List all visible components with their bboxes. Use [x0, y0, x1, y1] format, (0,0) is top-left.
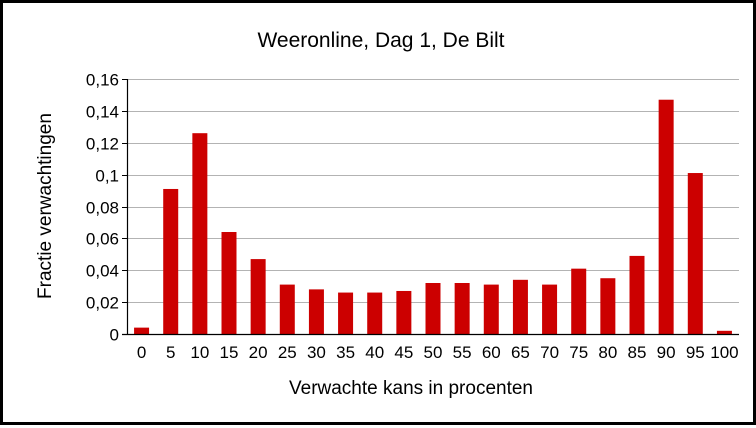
bar-100 — [716, 330, 732, 334]
bar-25 — [279, 284, 295, 334]
x-tick-label: 90 — [657, 343, 676, 362]
gridlines — [127, 79, 739, 303]
bar-45 — [396, 290, 412, 334]
bar-75 — [571, 268, 587, 334]
bar-80 — [600, 278, 616, 334]
x-tick-label: 65 — [511, 343, 530, 362]
bar-35 — [338, 292, 354, 334]
bar-50 — [425, 283, 441, 334]
bar-10 — [192, 133, 208, 334]
bar-65 — [512, 279, 528, 334]
x-tick-label: 70 — [540, 343, 559, 362]
bar-0 — [134, 327, 150, 334]
bar-15 — [221, 232, 237, 334]
axes — [122, 79, 739, 336]
x-tick-label: 30 — [307, 343, 326, 362]
y-tick-label: 0,04 — [86, 262, 119, 281]
y-tick-label: 0,1 — [95, 167, 119, 186]
bar-30 — [308, 289, 324, 334]
x-tick-label: 50 — [424, 343, 443, 362]
x-tick-label: 55 — [453, 343, 472, 362]
x-tick-label: 20 — [249, 343, 268, 362]
x-tick-label: 80 — [598, 343, 617, 362]
x-tick-label: 0 — [137, 343, 146, 362]
bar-60 — [483, 284, 499, 334]
y-tick-label: 0,12 — [86, 135, 119, 154]
x-tick-label: 35 — [336, 343, 355, 362]
x-axis-label: Verwachte kans in procenten — [289, 378, 533, 399]
y-tick-labels: 0 0,02 0,04 0,06 0,08 0,1 0,12 0,14 0,16 — [86, 71, 119, 345]
x-tick-label: 10 — [190, 343, 209, 362]
x-tick-labels: 0 5 10 15 20 25 30 35 40 45 50 55 60 65 70 75 80 85 90 95 10… — [137, 343, 739, 362]
y-tick-label: 0 — [110, 326, 119, 345]
y-axis-label: Fractie verwachtingen — [35, 113, 56, 299]
bar-55 — [454, 283, 470, 334]
x-tick-label: 85 — [628, 343, 647, 362]
bar-5 — [163, 188, 179, 334]
x-tick-label: 100 — [710, 343, 738, 362]
x-tick-label: 40 — [365, 343, 384, 362]
bar-20 — [250, 259, 266, 334]
x-tick-label: 75 — [569, 343, 588, 362]
x-tick-label: 95 — [686, 343, 705, 362]
bar-95 — [687, 173, 703, 334]
bar-90 — [658, 99, 674, 334]
bar-85 — [629, 255, 645, 334]
x-tick-label: 5 — [166, 343, 175, 362]
y-tick-label: 0,06 — [86, 230, 119, 249]
y-tick-label: 0,02 — [86, 294, 119, 313]
bars — [134, 99, 732, 334]
x-tick-label: 45 — [394, 343, 413, 362]
chart-title: Weeronline, Dag 1, De Bilt — [257, 29, 504, 52]
bar-40 — [367, 292, 383, 334]
x-tick-label: 60 — [482, 343, 501, 362]
x-tick-label: 15 — [220, 343, 239, 362]
y-tick-label: 0,08 — [86, 199, 119, 218]
bar-chart: Weeronline, Dag 1, De Bilt Fractie verwa… — [35, 29, 739, 399]
y-tick-label: 0,14 — [86, 103, 119, 122]
y-tick-label: 0,16 — [86, 71, 119, 90]
x-tick-label: 25 — [278, 343, 297, 362]
bar-70 — [542, 284, 558, 334]
